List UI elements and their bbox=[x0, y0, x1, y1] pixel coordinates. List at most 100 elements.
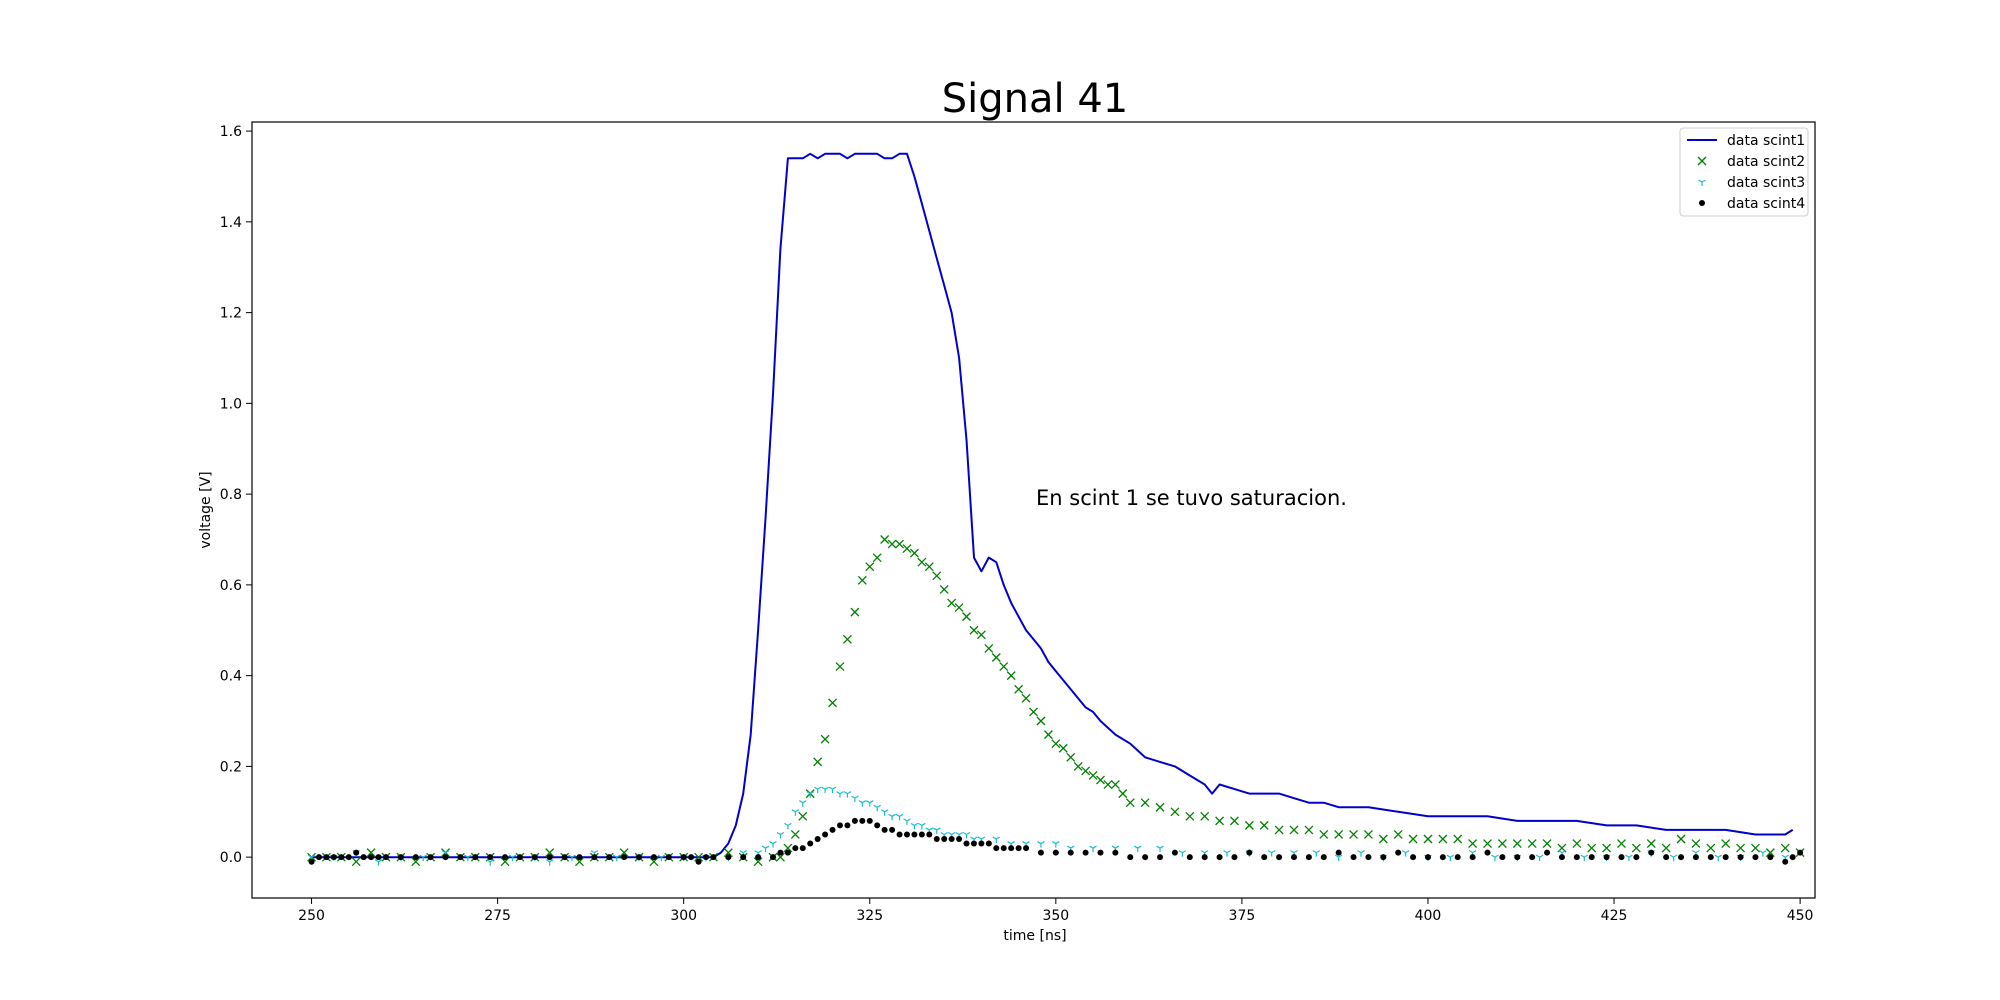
data-point bbox=[1320, 854, 1327, 861]
data-point bbox=[932, 571, 942, 581]
data-point bbox=[368, 854, 375, 861]
data-point bbox=[911, 831, 918, 838]
data-point bbox=[1380, 854, 1387, 861]
data-point bbox=[1423, 834, 1433, 844]
data-point bbox=[1542, 839, 1552, 849]
data-point bbox=[606, 854, 613, 861]
data-point bbox=[1125, 798, 1135, 808]
data-point bbox=[1216, 854, 1223, 861]
data-point bbox=[412, 854, 419, 861]
data-point bbox=[776, 831, 785, 839]
data-point bbox=[508, 854, 517, 862]
legend-label: data scint1 bbox=[1727, 133, 1805, 149]
y-tick-label: 1.6 bbox=[220, 124, 242, 140]
data-point bbox=[1484, 849, 1491, 856]
data-point bbox=[1497, 839, 1507, 849]
data-point bbox=[1200, 811, 1210, 821]
data-point bbox=[1118, 789, 1128, 799]
data-point bbox=[1750, 843, 1760, 853]
data-point bbox=[1170, 807, 1180, 817]
data-point bbox=[1514, 854, 1521, 861]
x-tick-label: 275 bbox=[484, 908, 511, 924]
data-point bbox=[1439, 854, 1446, 861]
series-2 bbox=[307, 535, 1805, 867]
data-point bbox=[1736, 843, 1746, 853]
data-point bbox=[1780, 843, 1790, 853]
data-point bbox=[1052, 849, 1059, 856]
data-point bbox=[783, 843, 793, 853]
legend-label: data scint4 bbox=[1727, 196, 1805, 212]
data-point bbox=[790, 830, 800, 839]
data-point bbox=[1468, 839, 1478, 849]
data-point bbox=[1393, 830, 1403, 839]
data-point bbox=[1112, 849, 1119, 856]
legend-swatch bbox=[1699, 200, 1705, 206]
data-point bbox=[926, 831, 933, 838]
data-point bbox=[1587, 843, 1597, 853]
data-point bbox=[1246, 849, 1253, 856]
data-point bbox=[1759, 850, 1767, 857]
data-point bbox=[1692, 854, 1699, 861]
data-point bbox=[1707, 854, 1714, 861]
data-point bbox=[1401, 850, 1410, 857]
data-point bbox=[822, 831, 829, 838]
data-point bbox=[1244, 820, 1254, 830]
data-point bbox=[1037, 849, 1044, 856]
data-point bbox=[411, 857, 421, 867]
data-point bbox=[978, 840, 985, 847]
data-point bbox=[1157, 854, 1164, 861]
data-point bbox=[1082, 849, 1089, 856]
data-point bbox=[947, 598, 957, 608]
data-point bbox=[1588, 854, 1595, 861]
data-point bbox=[1544, 849, 1551, 856]
data-point bbox=[1678, 854, 1685, 861]
data-point bbox=[1453, 834, 1463, 844]
data-point bbox=[502, 854, 509, 861]
legend-box bbox=[1679, 127, 1809, 217]
data-point bbox=[932, 827, 941, 834]
data-point bbox=[1051, 739, 1061, 749]
data-point bbox=[918, 822, 926, 830]
data-point bbox=[844, 822, 851, 829]
data-point bbox=[970, 840, 977, 847]
data-point bbox=[1797, 849, 1804, 856]
data-point bbox=[821, 786, 829, 794]
chart-title: Signal 41 bbox=[942, 76, 1128, 122]
y-tick-label: 0.0 bbox=[220, 850, 242, 866]
data-point bbox=[1276, 854, 1283, 861]
legend-swatch bbox=[1698, 179, 1706, 186]
legend-entry: data scint3 bbox=[1698, 175, 1805, 191]
data-point bbox=[1096, 775, 1105, 785]
data-point bbox=[791, 809, 800, 816]
x-tick-label: 450 bbox=[1787, 908, 1814, 924]
data-point bbox=[865, 800, 874, 807]
data-point bbox=[649, 857, 659, 867]
y-tick-label: 1.4 bbox=[220, 215, 242, 231]
data-point bbox=[761, 845, 770, 853]
data-point bbox=[472, 854, 479, 861]
data-point bbox=[710, 854, 717, 861]
y-tick-label: 0.4 bbox=[220, 669, 242, 685]
data-point bbox=[1625, 854, 1633, 862]
data-point bbox=[531, 854, 538, 861]
legend-entry: data scint1 bbox=[1687, 133, 1805, 149]
data-point bbox=[351, 857, 361, 867]
data-point bbox=[1395, 849, 1402, 856]
data-point bbox=[814, 836, 821, 843]
data-point bbox=[798, 811, 808, 821]
data-point bbox=[1014, 684, 1024, 694]
data-point bbox=[1133, 845, 1142, 853]
data-point bbox=[1006, 671, 1016, 681]
data-point bbox=[688, 854, 695, 861]
data-point bbox=[740, 854, 747, 861]
x-tick-label: 425 bbox=[1601, 908, 1628, 924]
data-point bbox=[457, 854, 464, 861]
data-point bbox=[857, 575, 867, 585]
data-point bbox=[330, 854, 337, 861]
data-point bbox=[1155, 802, 1165, 812]
data-point bbox=[1357, 850, 1365, 857]
data-point bbox=[575, 857, 584, 867]
data-point bbox=[1646, 839, 1656, 849]
data-point bbox=[619, 848, 629, 858]
